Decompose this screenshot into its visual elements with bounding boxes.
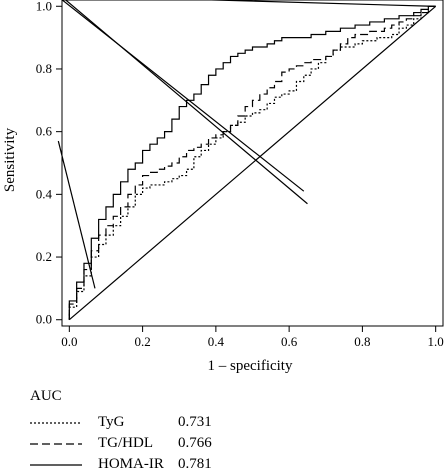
reference-line: [64, 0, 308, 205]
y-axis: 0.0 0.2 0.4 0.6 0.8 1.0: [36, 0, 62, 327]
x-tick-label: 0.6: [281, 334, 298, 349]
reference-line: [57, 140, 96, 289]
y-tick-label: 0.8: [36, 61, 52, 76]
legend-label: TG/HDL: [98, 435, 153, 451]
legend-label: HOMA-IR: [98, 456, 164, 472]
y-tick-label: 0.0: [36, 312, 52, 327]
y-tick-label: 0.6: [36, 124, 53, 139]
legend-item-homa-ir: HOMA-IR 0.781: [30, 456, 290, 474]
y-tick-label: 1.0: [36, 0, 52, 13]
roc-series-tg-hdl: [68, 5, 436, 320]
y-axis-title: Sensitivity: [2, 127, 18, 192]
x-tick-label: 0.4: [208, 334, 225, 349]
plot-frame: [61, 0, 444, 327]
legend-auc-value: 0.731: [178, 414, 212, 430]
reference-line: [193, 0, 433, 7]
legend-item-tyg: TyG 0.731: [30, 414, 290, 432]
x-tick-label: 0.2: [134, 334, 150, 349]
roc-curves: [68, 5, 436, 320]
legend-auc-value: 0.781: [178, 456, 212, 472]
reference-lines: [57, 0, 437, 321]
reference-line: [68, 5, 437, 321]
legend-item-tg-hdl: TG/HDL 0.766: [30, 435, 290, 453]
legend-swatch-solid: [30, 464, 82, 466]
roc-chart: 0.0 0.2 0.4 0.6 0.8 1.0 0.0 0.2 0.4 0.6 0.8 1.0 1 …: [2, 0, 444, 374]
x-tick-label: 0.8: [354, 334, 370, 349]
y-tick-label: 0.2: [36, 249, 52, 264]
legend-auc-value: 0.766: [178, 435, 212, 451]
reference-line: [61, 0, 305, 192]
legend-swatch-dotted: [30, 422, 82, 424]
legend: AUC TyG 0.731 TG/HDL 0.766 HOMA-IR 0.781: [0, 388, 446, 474]
x-axis: 0.0 0.2 0.4 0.6 0.8 1.0: [61, 326, 444, 349]
legend-swatch-dashed: [30, 443, 82, 445]
x-tick-label: 0.0: [61, 334, 77, 349]
roc-series-homa-ir: [68, 5, 436, 320]
legend-title: AUC: [30, 388, 62, 404]
y-tick-label: 0.4: [36, 186, 53, 201]
legend-label: TyG: [98, 414, 125, 430]
x-axis-title: 1 – specificity: [208, 358, 293, 374]
x-tick-label: 1.0: [428, 334, 444, 349]
